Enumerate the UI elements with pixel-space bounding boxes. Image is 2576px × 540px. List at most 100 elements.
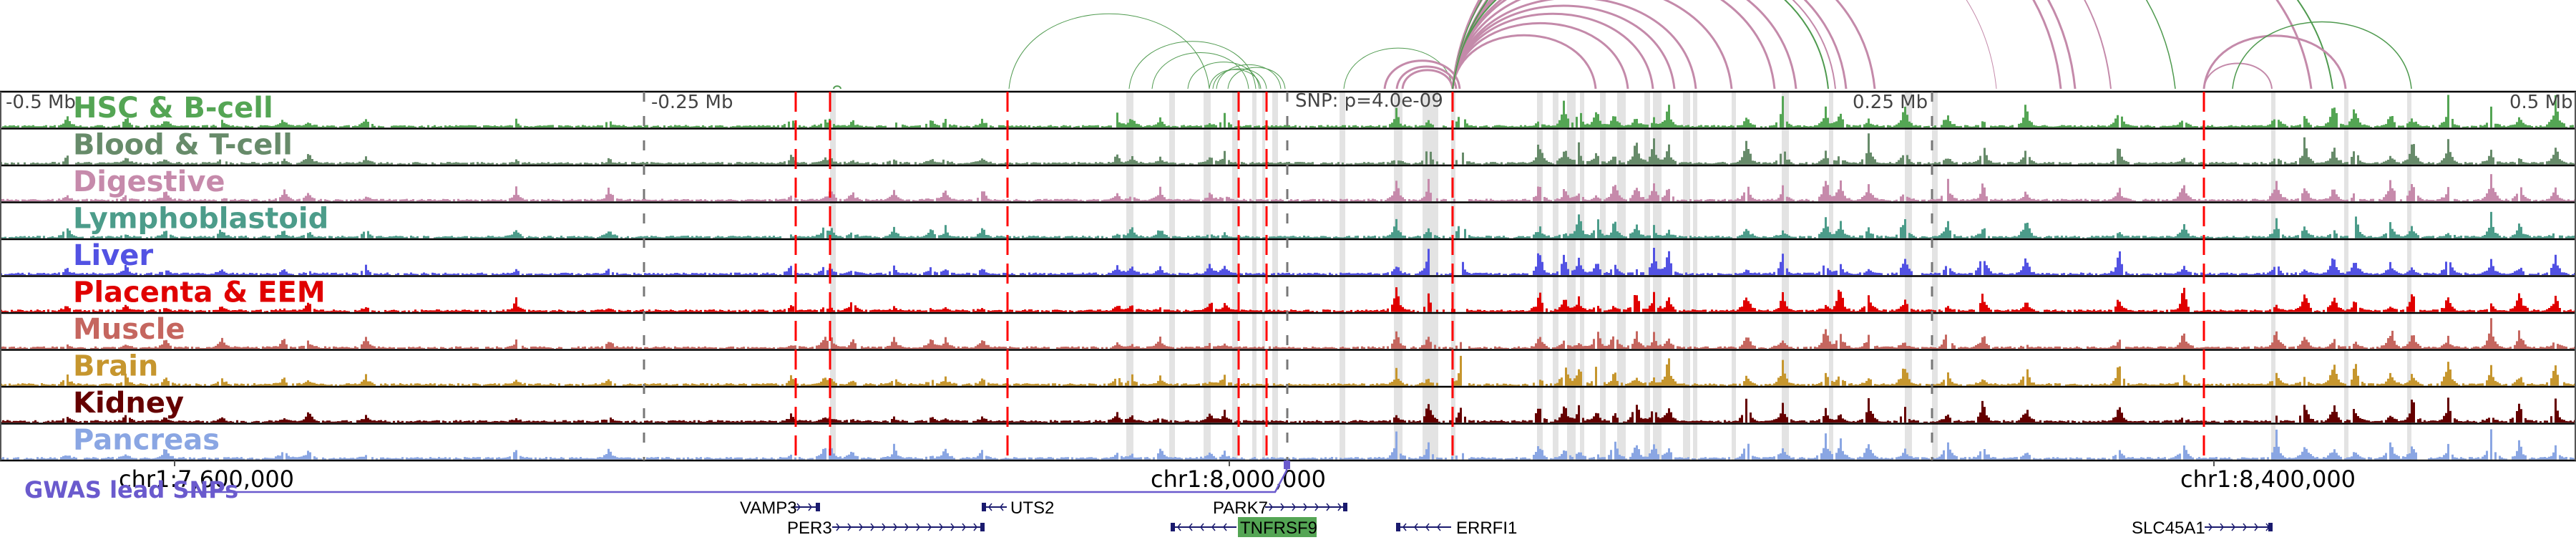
axis-label-8400000: chr1:8,400,000 xyxy=(2180,466,2356,493)
interaction-arc xyxy=(1128,41,1257,90)
strand-arrow-icon xyxy=(796,503,801,511)
strand-arrow-icon xyxy=(1211,523,1216,531)
strand-arrow-icon xyxy=(962,523,966,531)
gwas-track-label: GWAS lead SNPs xyxy=(24,476,238,503)
strand-arrow-icon xyxy=(1177,523,1181,531)
snp-marker-lines xyxy=(794,92,2205,461)
gene-highlight-box xyxy=(1238,517,1317,537)
gene-label: TNFRSF9 xyxy=(1240,519,1317,537)
strand-arrow-icon xyxy=(1223,523,1227,531)
gene-label: PARK7 xyxy=(1213,498,1268,518)
strand-arrow-icon xyxy=(859,523,863,531)
signal-track-placenta-eem xyxy=(0,287,2576,312)
track-label: HSC & B-cell xyxy=(73,92,273,125)
interaction-arc xyxy=(1451,12,1654,90)
interaction-arc xyxy=(1451,0,1876,90)
gene-annotation-track: VAMP3 UTS2 PARK7 PER3 TNFRSF9 ERRFI1 SLC45A1 xyxy=(740,498,2273,538)
interaction-arc xyxy=(2202,34,2347,90)
gwas-lead-snp-marker[interactable] xyxy=(1284,461,1290,469)
interaction-arc xyxy=(2203,62,2273,90)
strand-arrow-icon xyxy=(836,523,840,531)
strand-arrow-icon xyxy=(1414,523,1418,531)
strand-arrow-icon xyxy=(904,523,909,531)
coordinate-axis: chr1:7,600,000 chr1:8,000,000 chr1:8,400… xyxy=(119,461,2356,493)
axis-label-8000000: chr1:8,000,000 xyxy=(1151,466,1326,493)
track-label: Muscle xyxy=(73,313,185,346)
signal-track-digestive xyxy=(0,174,2576,201)
gene-exon xyxy=(2268,523,2273,531)
strand-arrow-icon xyxy=(950,523,955,531)
gene-label: ERRFI1 xyxy=(1456,519,1517,537)
gene-slc45a1[interactable]: SLC45A1 xyxy=(2132,519,2273,538)
interaction-arc xyxy=(1451,0,1848,90)
gene-vamp3[interactable]: VAMP3 xyxy=(740,498,820,518)
interaction-arc xyxy=(1212,68,1267,90)
gene-exon xyxy=(1171,523,1175,531)
gene-park7[interactable]: PARK7 xyxy=(1213,498,1347,518)
strand-arrow-icon xyxy=(1402,523,1407,531)
strand-arrow-icon xyxy=(1425,523,1430,531)
interaction-arc xyxy=(1343,47,1453,90)
signal-bars xyxy=(0,287,2576,312)
track-label: Brain xyxy=(73,350,158,383)
track-label: Pancreas xyxy=(73,424,220,457)
interaction-arc xyxy=(1451,0,1776,90)
interaction-arc xyxy=(1216,64,1282,90)
interaction-arc xyxy=(1451,0,1797,90)
interaction-arc xyxy=(1451,0,1697,90)
interaction-arc xyxy=(1187,62,1260,90)
interaction-arc xyxy=(1209,69,1262,90)
strand-arrow-icon xyxy=(1189,523,1193,531)
strand-arrow-icon xyxy=(1303,503,1307,511)
strand-arrow-icon xyxy=(1280,503,1284,511)
track-label: Placenta & EEM xyxy=(73,276,326,309)
interaction-arc xyxy=(1451,21,1629,90)
strand-arrow-icon xyxy=(1200,523,1204,531)
strand-arrow-icon xyxy=(2220,523,2224,531)
strand-arrow-icon xyxy=(1292,503,1296,511)
interaction-arc xyxy=(1451,0,2313,90)
strand-arrow-icon xyxy=(1337,503,1342,511)
interaction-arc xyxy=(1008,13,1210,90)
gwas-track: GWAS lead SNPs xyxy=(24,461,1290,503)
gene-label: VAMP3 xyxy=(740,498,797,518)
chromatin-interaction-arcs xyxy=(833,0,2412,90)
gene-uts2[interactable]: UTS2 xyxy=(982,498,1054,518)
scale-label-left: -0.5 Mb xyxy=(6,92,76,113)
track-label: Lymphoblastoid xyxy=(73,203,328,236)
signal-bars xyxy=(0,174,2576,201)
strand-arrow-icon xyxy=(1000,503,1004,511)
strand-arrow-icon xyxy=(2254,523,2258,531)
interaction-arc xyxy=(1452,0,2333,90)
scale-label-right: 0.5 Mb xyxy=(2509,92,2573,113)
interaction-arc xyxy=(1452,0,1997,90)
gene-errfi1[interactable]: ERRFI1 xyxy=(1396,519,1517,538)
strand-arrow-icon xyxy=(870,523,874,531)
scale-label-quarter-right: 0.25 Mb xyxy=(1853,92,1928,113)
strand-arrow-icon xyxy=(927,523,932,531)
interaction-arc xyxy=(1451,0,1733,90)
gene-tnfrsf9[interactable]: TNFRSF9 xyxy=(1171,517,1317,538)
interaction-arc xyxy=(2232,21,2412,90)
scale-label-quarter-left: -0.25 Mb xyxy=(651,92,733,113)
strand-arrow-icon xyxy=(973,523,977,531)
gene-per3[interactable]: PER3 xyxy=(787,519,985,538)
interaction-arc xyxy=(1451,34,1597,90)
axis-label-7600000: chr1:7,600,000 xyxy=(119,466,294,493)
strand-arrow-icon xyxy=(1326,503,1330,511)
interaction-arc xyxy=(1151,52,1249,90)
strand-arrow-icon xyxy=(893,523,897,531)
signal-tracks xyxy=(0,95,2576,460)
snp-pvalue-label: SNP: p=4.0e-09 xyxy=(1295,90,1443,112)
strand-arrow-icon xyxy=(847,523,852,531)
gene-exon xyxy=(980,523,985,531)
gene-exon xyxy=(816,503,820,511)
interaction-arc xyxy=(1451,4,1676,90)
track-label: Liver xyxy=(73,239,153,272)
gene-exon xyxy=(1343,503,1347,511)
strand-arrow-icon xyxy=(2243,523,2247,531)
interaction-arc xyxy=(1452,0,1829,90)
strand-arrow-icon xyxy=(916,523,920,531)
